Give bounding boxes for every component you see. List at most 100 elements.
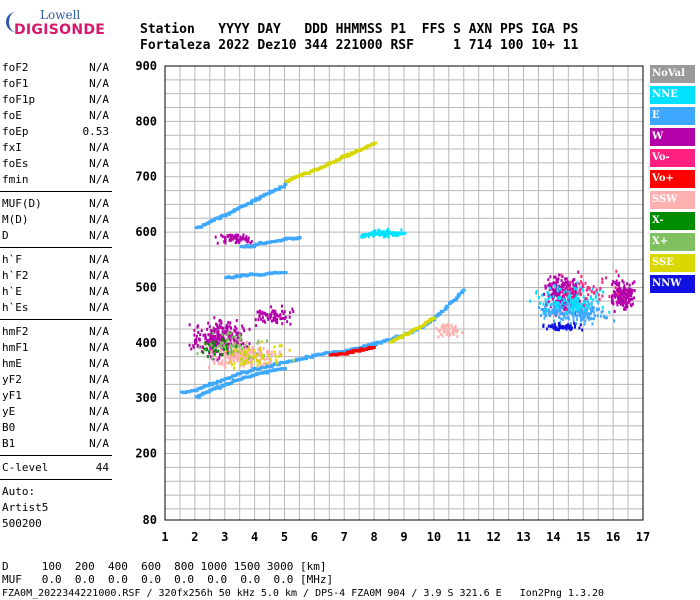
echo-point (621, 302, 624, 306)
footer-distance: D 100 200 400 600 800 1000 1500 3000 [km… (2, 560, 327, 573)
param-row: MUF(D) N/A (0, 196, 112, 212)
echo-point (396, 234, 399, 238)
echo-point (268, 313, 271, 317)
echo-point (555, 312, 558, 316)
echo-point (363, 347, 368, 351)
logo-text-bottom: DIGISONDE (14, 22, 106, 38)
echo-point (267, 317, 270, 321)
echo-point (234, 325, 237, 329)
echo-point (542, 311, 545, 315)
echo-point (618, 281, 621, 285)
echo-point (548, 286, 551, 290)
echo-point (215, 385, 220, 389)
x-tick-label: 4 (251, 530, 258, 544)
echo-point (258, 351, 261, 355)
param-group-1: foF2 N/A foF1 N/A foF1p N/A foE N/A foEp 0.53… (0, 60, 112, 188)
echo-point (235, 236, 238, 240)
echo-point (550, 293, 553, 297)
echo-point (226, 349, 229, 353)
echo-point (250, 240, 253, 244)
echo-point (623, 291, 626, 295)
param-name: foEs (2, 157, 29, 170)
echo-point (544, 298, 547, 302)
echo-point (270, 363, 275, 367)
echo-point (563, 315, 566, 319)
echo-point (586, 312, 589, 316)
echo-point (567, 323, 570, 327)
echo-point (223, 353, 226, 357)
echo-point (202, 333, 205, 337)
echo-point (572, 287, 575, 291)
echo-point (290, 176, 295, 180)
echo-point (205, 339, 208, 343)
echo-point (569, 301, 572, 305)
echo-point (387, 235, 390, 239)
echo-point (535, 291, 538, 295)
echo-point (245, 370, 250, 374)
echo-point (303, 357, 308, 361)
echo-point (268, 357, 271, 361)
echo-point (252, 367, 257, 371)
echo-point (590, 317, 593, 321)
echo-point (555, 277, 558, 281)
echo-point (595, 290, 598, 294)
echo-point (617, 292, 620, 296)
echo-point (551, 287, 554, 291)
echo-point (207, 390, 212, 394)
echo-point (256, 310, 259, 314)
echo-point (554, 284, 557, 288)
echo-point (570, 297, 573, 301)
echo-point (441, 334, 444, 338)
echo-point (543, 316, 546, 320)
param-name: foF1 (2, 77, 29, 90)
echo-point (574, 298, 577, 302)
echo-point (244, 273, 249, 277)
echo-point (346, 154, 351, 158)
echo-point (249, 272, 254, 276)
echo-point (621, 298, 624, 302)
echo-point (232, 358, 235, 362)
echo-point (598, 297, 601, 301)
echo-point (584, 297, 587, 301)
param-value: N/A (89, 285, 109, 298)
echo-point (232, 350, 235, 354)
echo-point (560, 290, 563, 294)
logo-text-top: Lowell (40, 8, 81, 22)
echo-point (241, 236, 244, 240)
echo-point (557, 295, 560, 299)
echo-point (629, 293, 632, 297)
echo-point (556, 327, 559, 331)
echo-point (617, 274, 620, 278)
echo-point (575, 321, 578, 325)
x-tick-label: 1 (161, 530, 168, 544)
param-value: N/A (89, 229, 109, 242)
echo-point (435, 326, 438, 330)
echo-point (569, 294, 572, 298)
echo-point (212, 326, 215, 330)
echo-point (226, 354, 229, 358)
echo-point (263, 361, 266, 365)
echo-point (573, 284, 576, 288)
x-tick-label: 9 (400, 530, 407, 544)
echo-point (259, 348, 262, 352)
echo-point (581, 282, 584, 286)
lowell-digisonde-logo: Lowell DIGISONDE (6, 8, 105, 44)
echo-point (212, 335, 215, 339)
echo-point (566, 294, 569, 298)
echo-point (558, 326, 561, 330)
echo-point (617, 282, 620, 286)
echo-point (583, 313, 586, 317)
echo-point (221, 346, 224, 350)
echo-point (573, 304, 576, 308)
echo-point (556, 291, 559, 295)
echo-point (617, 296, 620, 300)
echo-point (269, 272, 274, 276)
echo-point (230, 342, 233, 346)
echo-point (234, 236, 237, 240)
echo-point (233, 356, 236, 360)
param-value: N/A (89, 357, 109, 370)
echo-point (559, 300, 562, 304)
echo-point (266, 357, 269, 361)
echo-point (244, 359, 247, 363)
echo-point (218, 385, 223, 389)
